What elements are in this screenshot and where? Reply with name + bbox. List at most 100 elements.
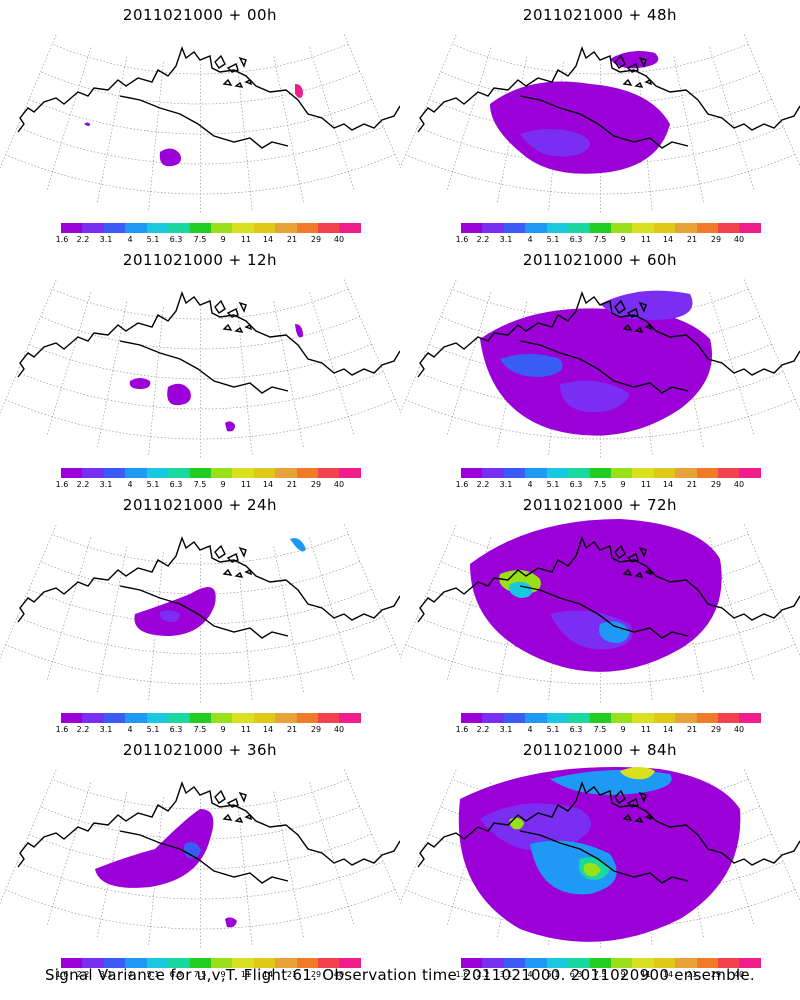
- colorbar-tick-label: 5.1: [146, 235, 160, 244]
- colorbar-swatch: [632, 713, 654, 723]
- colorbar-tick-label: 11: [240, 235, 252, 244]
- colorbar-swatch: [653, 713, 676, 723]
- colorbar-tick-label: 7.5: [193, 480, 207, 489]
- colorbar-swatch: [675, 223, 697, 233]
- variance-contour: [480, 308, 712, 436]
- variance-contour: [610, 51, 659, 69]
- colorbar-swatch: [253, 223, 276, 233]
- variance-contour: [159, 148, 181, 167]
- colorbar-tick-label: 11: [640, 235, 652, 244]
- colorbar-tick-label: 9: [620, 480, 626, 489]
- colorbar-swatch: [696, 468, 719, 478]
- colorbar-swatch: [61, 468, 83, 478]
- coastline: [614, 544, 653, 578]
- colorbar-swatch: [739, 713, 761, 723]
- polar-map: [400, 519, 800, 705]
- colorbar-tick-label: 2.2: [476, 480, 490, 489]
- colorbar-swatch: [103, 223, 126, 233]
- colorbar-tick-label: 29: [310, 970, 322, 979]
- variance-contour: [480, 803, 592, 851]
- colorbar-swatch: [525, 223, 547, 233]
- coastline: [519, 585, 689, 639]
- coastline: [17, 535, 400, 623]
- coastline: [417, 535, 800, 623]
- colorbar-tick-label: 6.3: [169, 235, 183, 244]
- colorbar-swatch: [503, 958, 526, 968]
- colorbar-swatch: [568, 223, 590, 233]
- colorbar-swatch: [718, 713, 740, 723]
- panel-title: 2011021000 + 72h: [522, 496, 678, 514]
- colorbar-tick-label: 1.6: [455, 970, 469, 979]
- colorbar-swatch: [103, 713, 126, 723]
- colorbar-swatch: [482, 713, 504, 723]
- colorbar-tick-label: 1.6: [55, 970, 69, 979]
- variance-contour: [599, 621, 630, 643]
- colorbar-labels: 1.6 2.2 3.1 4 5.1 6.3 7.5 9 11 14 21 29 40: [54, 970, 368, 980]
- colorbar-tick-label: 5.1: [546, 970, 560, 979]
- colorbar-tick-label: 21: [286, 235, 298, 244]
- colorbar-swatch: [210, 713, 233, 723]
- variance-contour: [490, 81, 670, 174]
- figure-caption: Signal Variance for u,v,T. Flight 61. Ob…: [44, 966, 756, 984]
- coastline: [17, 45, 400, 133]
- coastline: [614, 789, 653, 823]
- colorbar-tick-label: 29: [710, 235, 722, 244]
- colorbar-swatch: [568, 713, 590, 723]
- colorbar-tick-label: 1.6: [455, 725, 469, 734]
- colorbar-tick-label: 40: [333, 480, 345, 489]
- variance-contour: [183, 842, 201, 859]
- colorbar-tick-label: 11: [240, 970, 252, 979]
- variance-contour: [84, 122, 90, 126]
- colorbar-swatch: [525, 468, 547, 478]
- colorbar-labels: 1.6 2.2 3.1 4 5.1 6.3 7.5 9 11 14 21 29 40: [54, 235, 368, 245]
- colorbar-tick-label: 1.6: [455, 480, 469, 489]
- colorbar-tick-label: 5.1: [146, 970, 160, 979]
- colorbar-tick-label: 5.1: [146, 725, 160, 734]
- colorbar-swatch: [461, 958, 483, 968]
- colorbar-tick-label: 6.3: [569, 970, 583, 979]
- colorbar-swatch: [232, 958, 254, 968]
- coastline: [519, 95, 689, 149]
- coastline: [214, 54, 253, 88]
- colorbar-swatch: [461, 713, 483, 723]
- colorbar-tick-label: 40: [333, 725, 345, 734]
- polar-map: [400, 767, 800, 950]
- colorbar-swatch: [739, 223, 761, 233]
- colorbar-labels: 1.6 2.2 3.1 4 5.1 6.3 7.5 9 11 14 21 29 40: [454, 480, 768, 490]
- variance-contour: [560, 380, 630, 413]
- colorbar-swatch: [103, 468, 126, 478]
- colorbar-tick-label: 3.1: [499, 970, 513, 979]
- colorbar-tick-label: 11: [640, 725, 652, 734]
- colorbar-swatch: [610, 958, 633, 968]
- colorbar-tick-label: 9: [220, 970, 226, 979]
- colorbar-swatch: [546, 468, 569, 478]
- polar-map: [400, 279, 800, 460]
- colorbar-tick-label: 7.5: [593, 480, 607, 489]
- coastline: [119, 585, 289, 639]
- coastline: [519, 340, 689, 394]
- colorbar-tick-label: 2.2: [476, 235, 490, 244]
- colorbar-swatch: [653, 468, 676, 478]
- colorbar-tick-label: 2.2: [76, 235, 90, 244]
- colorbar-tick-label: 1.6: [455, 235, 469, 244]
- colorbar-tick-label: 14: [262, 725, 274, 734]
- colorbar-swatch: [610, 468, 633, 478]
- colorbar-tick-label: 6.3: [169, 970, 183, 979]
- colorbar-swatch: [168, 713, 190, 723]
- variance-contour: [530, 840, 617, 895]
- colorbar-swatch: [568, 468, 590, 478]
- colorbar-swatch: [253, 713, 276, 723]
- map-panel: 2011021000 + 48h 1.6 2.2 3.1 4 5.1 6.3 7.5 9 11 14…: [400, 0, 800, 245]
- colorbar-tick-label: 3.1: [99, 480, 113, 489]
- variance-contour: [620, 767, 655, 780]
- colorbar-tick-label: 5.1: [146, 480, 160, 489]
- colorbar-swatch: [82, 468, 104, 478]
- colorbar: [461, 223, 761, 233]
- colorbar-swatch: [275, 958, 297, 968]
- colorbar-tick-label: 2.2: [76, 480, 90, 489]
- colorbar-swatch: [718, 223, 740, 233]
- colorbar-tick-label: 9: [620, 235, 626, 244]
- variance-contour: [225, 917, 237, 928]
- colorbar-swatch: [739, 468, 761, 478]
- colorbar-swatch: [696, 713, 719, 723]
